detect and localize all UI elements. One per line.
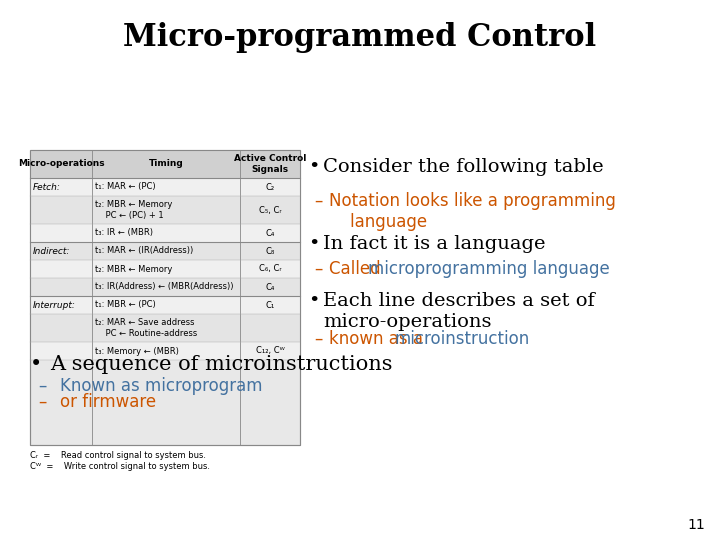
Text: Micro-programmed Control: Micro-programmed Control [123, 22, 597, 53]
Text: C₅, Cᵣ: C₅, Cᵣ [258, 206, 282, 214]
Text: C₄: C₄ [265, 228, 275, 238]
Text: t₁: MBR ← (PC): t₁: MBR ← (PC) [95, 300, 156, 309]
Text: •: • [308, 158, 320, 176]
Text: C₈: C₈ [266, 246, 274, 255]
FancyBboxPatch shape [30, 278, 300, 296]
Text: –: – [314, 260, 323, 278]
FancyBboxPatch shape [30, 242, 300, 260]
Text: •: • [308, 292, 320, 310]
Text: Micro-operations: Micro-operations [18, 159, 104, 168]
Text: Called: Called [329, 260, 386, 278]
FancyBboxPatch shape [30, 150, 300, 178]
Text: Notation looks like a programming
    language: Notation looks like a programming langua… [329, 192, 616, 231]
Text: t₁: MAR ← (IR(Address)): t₁: MAR ← (IR(Address)) [95, 246, 193, 255]
Text: In fact it is a language: In fact it is a language [323, 235, 546, 253]
Text: Active Control
Signals: Active Control Signals [234, 154, 306, 174]
Text: Consider the following table: Consider the following table [323, 158, 603, 176]
Text: Each line describes a set of
micro-operations: Each line describes a set of micro-opera… [323, 292, 595, 331]
Text: t₂: MAR ← Save address
    PC ← Routine-address: t₂: MAR ← Save address PC ← Routine-addr… [95, 318, 197, 338]
Text: microprogramming language: microprogramming language [368, 260, 610, 278]
Text: 11: 11 [688, 518, 705, 532]
Text: Indirect:: Indirect: [33, 246, 71, 255]
Text: –: – [38, 377, 46, 395]
Text: Known as microprogram: Known as microprogram [60, 377, 263, 395]
Text: Cᵂ  =    Write control signal to system bus.: Cᵂ = Write control signal to system bus. [30, 462, 210, 471]
FancyBboxPatch shape [30, 342, 300, 360]
FancyBboxPatch shape [30, 196, 300, 224]
Text: C₁: C₁ [266, 300, 274, 309]
Text: A sequence of microinstructions: A sequence of microinstructions [50, 355, 392, 374]
Text: t₂: MBR ← Memory
    PC ← (PC) + 1: t₂: MBR ← Memory PC ← (PC) + 1 [95, 200, 172, 220]
Text: C₄: C₄ [265, 282, 275, 292]
FancyBboxPatch shape [30, 260, 300, 278]
Text: microinstruction: microinstruction [395, 330, 530, 348]
Text: C₂: C₂ [266, 183, 274, 192]
Text: t₁: MAR ← (PC): t₁: MAR ← (PC) [95, 183, 156, 192]
FancyBboxPatch shape [30, 150, 300, 445]
Text: t₃: IR(Address) ← (MBR(Address)): t₃: IR(Address) ← (MBR(Address)) [95, 282, 233, 292]
Text: or firmware: or firmware [60, 393, 156, 411]
FancyBboxPatch shape [30, 314, 300, 342]
Text: C₆, Cᵣ: C₆, Cᵣ [258, 265, 282, 273]
Text: t₃: IR ← (MBR): t₃: IR ← (MBR) [95, 228, 153, 238]
Text: –: – [314, 330, 323, 348]
Text: •: • [308, 235, 320, 253]
Text: Cᵣ  =    Read control signal to system bus.: Cᵣ = Read control signal to system bus. [30, 451, 206, 460]
Text: Fetch:: Fetch: [33, 183, 61, 192]
FancyBboxPatch shape [30, 296, 300, 314]
Text: t₂: MBR ← Memory: t₂: MBR ← Memory [95, 265, 172, 273]
Text: •: • [30, 355, 42, 374]
Text: C₁₂, Cᵂ: C₁₂, Cᵂ [256, 347, 284, 355]
FancyBboxPatch shape [30, 224, 300, 242]
Text: Interrupt:: Interrupt: [33, 300, 76, 309]
Text: t₃: Memory ← (MBR): t₃: Memory ← (MBR) [95, 347, 179, 355]
Text: –: – [38, 393, 46, 411]
Text: known as a: known as a [329, 330, 428, 348]
FancyBboxPatch shape [30, 178, 300, 196]
Text: –: – [314, 192, 323, 210]
Text: Timing: Timing [148, 159, 184, 168]
